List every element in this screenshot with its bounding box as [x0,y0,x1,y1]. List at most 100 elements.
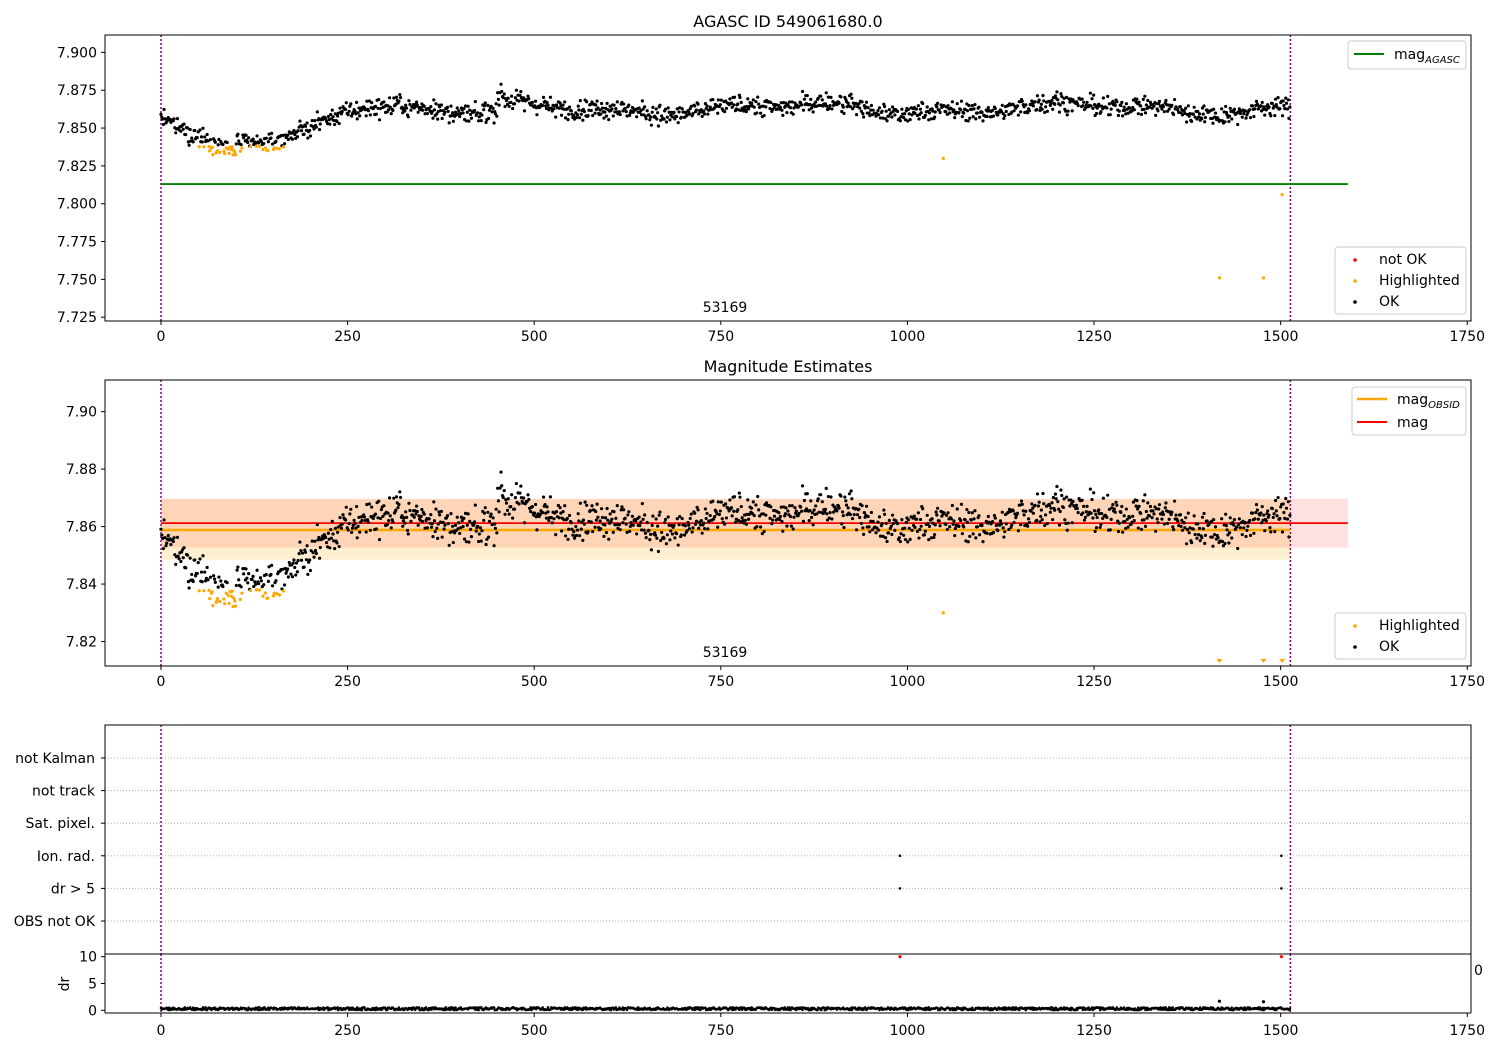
ok-point [854,506,858,511]
legend-label-mag-obsid: magOBSID [1397,392,1460,411]
ok-point [830,107,834,111]
ok-point [486,510,490,514]
ok-point [797,511,801,515]
ok-point [193,558,197,562]
ok-point [1064,495,1069,499]
ok-point [162,518,166,522]
ok-point [1044,105,1048,109]
dr-point [246,1008,250,1012]
ok-point [1101,96,1106,100]
ok-point [850,107,855,111]
ok-point [829,495,833,499]
ok-point [825,104,829,108]
ok-point [882,104,887,109]
ok-point [432,519,437,523]
ok-point [1237,107,1241,111]
ok-point [890,105,895,109]
ok-point [1220,517,1224,521]
ok-point [778,517,782,522]
x-tick-label: 1750 [1449,329,1485,345]
ok-point [438,513,442,517]
ok-point [519,90,523,94]
ok-point [371,516,375,520]
magnitude-line-legend: magOBSID mag [1351,386,1467,436]
ok-point [328,122,332,126]
ok-point [1178,513,1183,517]
ok-point [445,105,450,109]
ok-point [959,108,963,112]
ok-point [800,484,805,488]
ok-point [820,500,824,504]
ok-point [581,518,586,522]
ok-point [503,512,507,516]
ok-point [1019,523,1023,527]
legend-marker-highlighted [1353,279,1357,283]
ok-point [788,504,792,508]
dr-point [410,1008,414,1012]
ok-point [791,112,795,116]
ok-point [355,117,359,121]
magnitude-panel: Magnitude Estimates 0 250 500 750 1000 1250 15… [66,357,1485,690]
ok-point [465,523,469,527]
ok-point [306,136,310,140]
ok-point [869,510,874,515]
highlighted-point [1261,276,1266,280]
ok-point [650,110,654,114]
ok-point [861,112,865,116]
ok-point [878,534,883,538]
ok-point [392,496,396,500]
ok-point [562,518,566,522]
dr-point [492,1006,496,1009]
ok-point [917,117,921,121]
ok-point [1256,107,1260,111]
ok-point [1262,105,1266,109]
ok-point [245,138,249,142]
ok-point [686,520,690,525]
highlighted-point [231,604,235,609]
ok-point [880,109,884,113]
ok-point [468,527,473,531]
ok-point [654,107,658,111]
highlighted-point [207,588,211,592]
ok-point [1213,111,1218,115]
highlighted-point [223,151,227,156]
ok-point [578,99,582,103]
ok-point [907,112,911,116]
ok-point [935,513,939,517]
dr-point [1219,1008,1223,1012]
ok-point [398,93,402,97]
ok-point [487,519,492,524]
flag-point [898,887,902,890]
ok-point [938,110,942,115]
dr-point [454,1006,457,1009]
ok-point [530,100,534,104]
ok-point [739,504,743,509]
ok-point [247,136,251,140]
ok-point [916,104,920,108]
highlighted-point [275,146,279,150]
flag-category-label: Sat. pixel. [26,816,95,832]
ok-point [566,118,570,122]
ok-point [1260,505,1264,509]
ok-point [944,513,949,518]
ok-point [1284,101,1289,105]
ok-point [699,108,703,112]
ok-point [812,508,816,512]
ok-point [689,104,693,108]
ok-point [620,505,624,509]
ok-point [558,506,562,510]
ok-point [269,572,273,577]
dr-point [201,1006,205,1009]
ok-point [1051,107,1055,111]
ok-point [576,104,580,108]
ok-point [388,514,392,518]
ok-point [201,126,205,130]
ok-point [1184,516,1188,520]
ok-point [425,111,430,116]
ok-point [644,117,648,121]
y-tick-label: 7.86 [66,520,97,536]
dr-point [718,1006,721,1009]
ok-point [660,114,664,118]
ok-point [548,495,553,499]
ok-point [548,95,553,99]
